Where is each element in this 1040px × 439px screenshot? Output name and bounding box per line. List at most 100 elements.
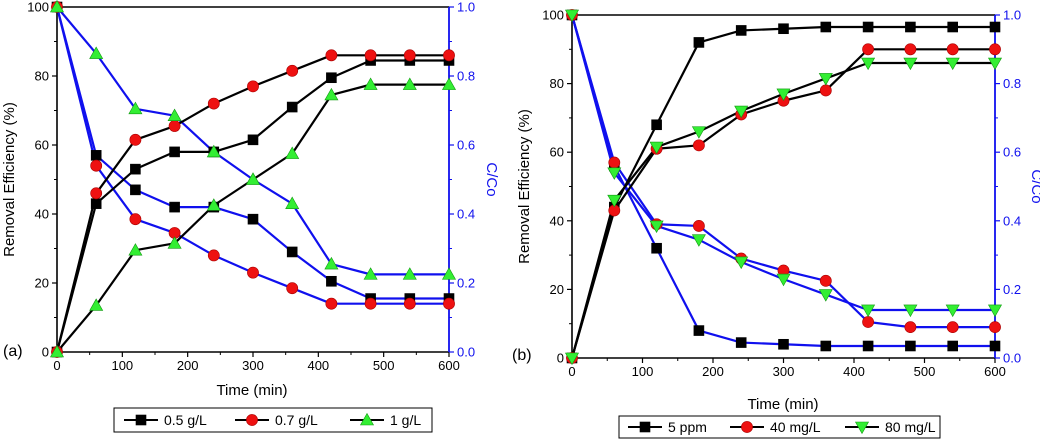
y-tick-label: 100 [27,0,49,15]
data-point-removal [286,64,299,77]
data-point-cco [776,273,791,287]
data-point-removal [247,80,259,93]
data-point-removal [903,57,918,71]
data-point-removal [904,43,917,56]
x-tick-label: 100 [111,358,133,373]
legend-label: 0.5 g/L [164,412,207,428]
data-point-cco [326,275,337,287]
data-point-cco [607,167,622,180]
data-point-cco [862,316,874,328]
data-point-removal [364,49,377,62]
data-point-removal [693,37,705,48]
data-point-cco [363,267,378,280]
data-point-cco [207,249,220,262]
data-point-removal [402,77,417,90]
data-point-cco [403,297,416,310]
data-point-cco [693,220,705,232]
series-line-removal-3 [570,61,995,359]
data-point-cco [862,340,874,352]
data-point-removal [649,141,664,155]
y-tick-label: 80 [550,76,564,91]
data-point-removal [286,101,298,113]
data-point-cco [441,267,457,280]
data-point-removal [945,57,960,71]
data-point-cco [903,304,918,318]
legend-label: 0.7 g/L [275,412,318,428]
chart-panel-1: 0 100 200 300 400 500 600 0 20 40 60 80 100 0.0 0.2 0.4… [1,0,500,433]
legend-marker [246,414,258,426]
x-tick-label: 300 [242,358,264,373]
data-point-removal [326,72,337,84]
data-point-cco [402,267,417,280]
data-point-removal [987,57,1003,71]
data-point-removal [691,126,706,139]
data-point-cco [443,297,455,310]
data-point-removal [325,49,338,62]
data-point-removal [989,21,1001,33]
data-point-removal [49,344,65,358]
y-tick-label: 60 [35,138,49,153]
legend-label: 80 mg/L [885,419,936,435]
legend-label: 40 mg/L [770,419,821,435]
data-point-cco [820,340,832,352]
y-axis-title: Removal Efficiency (%) [1,102,18,257]
data-point-cco [989,340,1001,352]
y2-tick-label: 0.4 [457,207,475,222]
data-point-removal [735,25,747,36]
legend-box [618,415,941,439]
data-point-cco [651,242,662,254]
y2-tick-label: 1.0 [1003,8,1021,23]
data-point-cco [286,246,298,258]
data-point-cco [247,266,259,279]
data-point-removal [90,187,103,200]
data-point-removal [128,243,143,256]
chart-panel-2: 0 100 200 300 400 500 600 0 20 40 60 80 100 0.0 0.2 0.4… [512,8,1040,439]
series-line-cco-2 [55,6,449,305]
data-point-removal [776,88,791,101]
data-point-cco [247,213,259,225]
y2-tick-label: 0.2 [457,276,475,291]
data-point-removal [818,73,833,86]
data-point-removal [129,133,142,146]
panel-label: (b) [512,347,532,364]
data-point-cco [904,321,917,334]
data-point-cco [945,304,960,318]
data-point-removal [207,97,220,110]
x-axis-title: Time (min) [747,396,818,413]
data-point-removal [168,120,181,132]
data-point-cco [989,321,1001,334]
legend-marker [854,421,870,435]
legend-label: 1 g/L [390,412,421,428]
data-point-cco [987,304,1003,318]
data-point-cco [905,340,916,352]
x-tick-label: 300 [773,364,795,379]
legend-box [113,407,433,433]
data-point-cco [947,340,959,352]
data-point-cco [693,325,705,336]
plot-area [49,0,457,358]
data-point-removal [403,49,416,62]
data-point-removal [90,198,102,209]
data-point-removal [734,105,749,119]
data-point-removal [651,119,662,131]
panel-label: (a) [3,343,23,360]
data-point-cco [564,9,580,23]
x-tick-label: 0 [53,358,60,373]
x-tick-label: 600 [984,364,1006,379]
y-tick-label: 80 [35,69,49,84]
data-point-cco [206,144,221,158]
data-point-removal [324,87,339,101]
x-tick-label: 0 [568,364,575,379]
y2-tick-label: 0.4 [1003,213,1021,228]
series-line-cco-1 [55,6,449,300]
x-tick-label: 100 [632,364,654,379]
y2-tick-label: 0.8 [457,69,475,84]
data-point-removal [989,43,1001,56]
data-point-removal [130,163,141,175]
data-point-cco [364,297,377,310]
legend: 5 ppm 40 mg/L 80 mg/L [618,415,941,439]
x-tick-label: 200 [177,358,199,373]
y-tick-label: 100 [542,8,564,23]
plot-area [564,9,1003,366]
data-point-cco [608,156,621,169]
